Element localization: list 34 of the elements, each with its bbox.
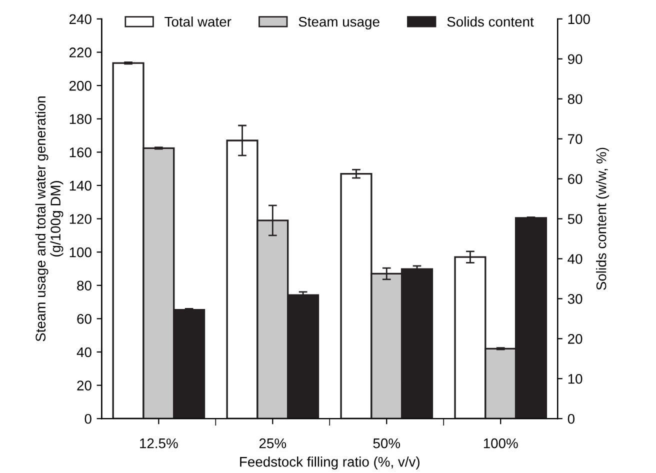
y-tick-label: 80 xyxy=(77,280,92,291)
y2-tick-label: 70 xyxy=(568,134,582,144)
y2-tick-label: 100 xyxy=(568,14,590,24)
y2-tick-label: 20 xyxy=(568,334,582,344)
y2-tick-label: 0 xyxy=(568,414,575,424)
x-tick-label: 100% xyxy=(484,438,518,448)
y2-tick-label: 80 xyxy=(568,94,582,104)
x-tick-label: 50% xyxy=(373,438,400,448)
y2-axis-title: Solids content (w/w, %) xyxy=(596,148,609,290)
y-tick-label: 160 xyxy=(70,147,92,158)
y2-tick-label: 50 xyxy=(568,214,582,224)
x-axis-title: Feedstock filling ratio (%, v/v) xyxy=(240,456,420,470)
y-tick-label: 60 xyxy=(77,314,92,324)
x-tick-label: 12.5% xyxy=(140,438,178,448)
legend-label: Solids content xyxy=(447,16,534,27)
y-tick-label: 220 xyxy=(69,48,92,58)
y-tick-label: 40 xyxy=(76,347,92,358)
y2-tick-label: 60 xyxy=(568,174,582,184)
y-tick-label: 200 xyxy=(69,80,92,91)
y-tick-label: 100 xyxy=(70,247,92,258)
y2-tick-label: 30 xyxy=(568,294,582,304)
y2-tick-label: 40 xyxy=(568,254,582,264)
y-tick-label: 180 xyxy=(70,114,92,124)
legend-label: Steam usage xyxy=(298,16,380,30)
x-tick-label: 25% xyxy=(259,438,286,448)
legend-label: Total water xyxy=(164,16,232,27)
y-tick-label: 140 xyxy=(70,180,92,191)
y-tick-label: 120 xyxy=(70,214,92,224)
y-tick-label: 20 xyxy=(77,380,92,390)
y2-tick-label: 10 xyxy=(568,374,582,384)
y-tick-label: 240 xyxy=(69,14,92,24)
y2-tick-label: 90 xyxy=(568,54,582,64)
y-axis-title: Steam usage and total water generation (g/100g DM) xyxy=(35,96,64,342)
y-tick-label: 0 xyxy=(84,414,92,424)
